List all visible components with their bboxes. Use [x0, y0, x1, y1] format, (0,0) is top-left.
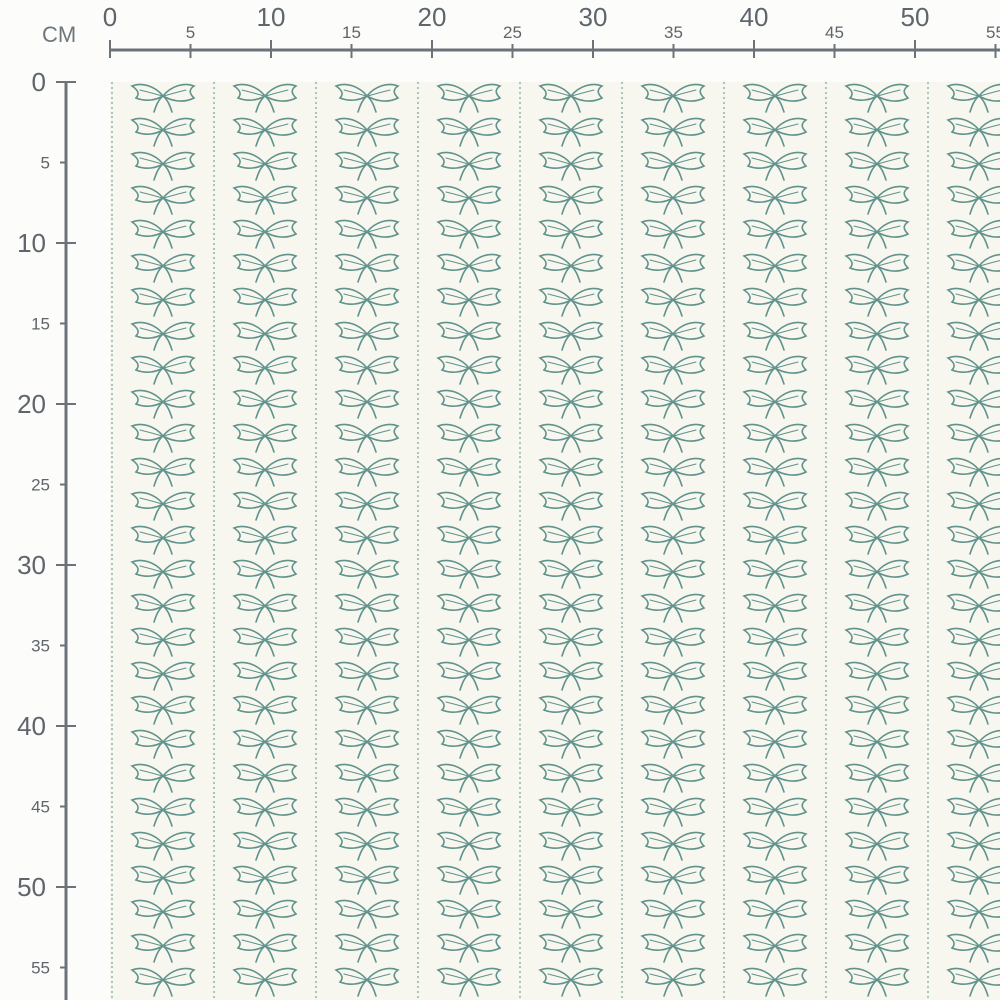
left-tick-label: 30	[17, 550, 46, 580]
top-tick-label: 40	[740, 2, 769, 32]
left-tick-label: 20	[17, 389, 46, 419]
left-tick-label: 5	[41, 154, 50, 173]
top-tick-label: 5	[186, 23, 195, 42]
rulers: 0 5 10 15 20 25 30 35 40 45 50 55 0 5 10 15 20 25 30 35 40 45…	[17, 2, 1000, 1000]
top-tick-label: 0	[103, 2, 117, 32]
top-tick-label: 10	[257, 2, 286, 32]
top-tick-label: 55	[986, 23, 1000, 42]
top-tick-label: 35	[664, 23, 683, 42]
left-tick-label: 15	[31, 315, 50, 334]
left-tick-label: 55	[31, 959, 50, 978]
top-tick-label: 25	[503, 23, 522, 42]
unit-label: CM	[42, 22, 77, 47]
top-tick-label: 50	[901, 2, 930, 32]
left-tick-label: 40	[17, 711, 46, 741]
top-tick-label: 45	[825, 23, 844, 42]
top-tick-label: 20	[418, 2, 447, 32]
left-tick-label: 50	[17, 872, 46, 902]
left-tick-label: 25	[31, 476, 50, 495]
fabric-swatch	[110, 82, 1000, 1000]
top-tick-label: 15	[342, 23, 361, 42]
top-tick-label: 30	[579, 2, 608, 32]
left-tick-label: 35	[31, 637, 50, 656]
left-tick-label: 45	[31, 798, 50, 817]
left-tick-label: 0	[32, 67, 46, 97]
left-tick-label: 10	[17, 228, 46, 258]
